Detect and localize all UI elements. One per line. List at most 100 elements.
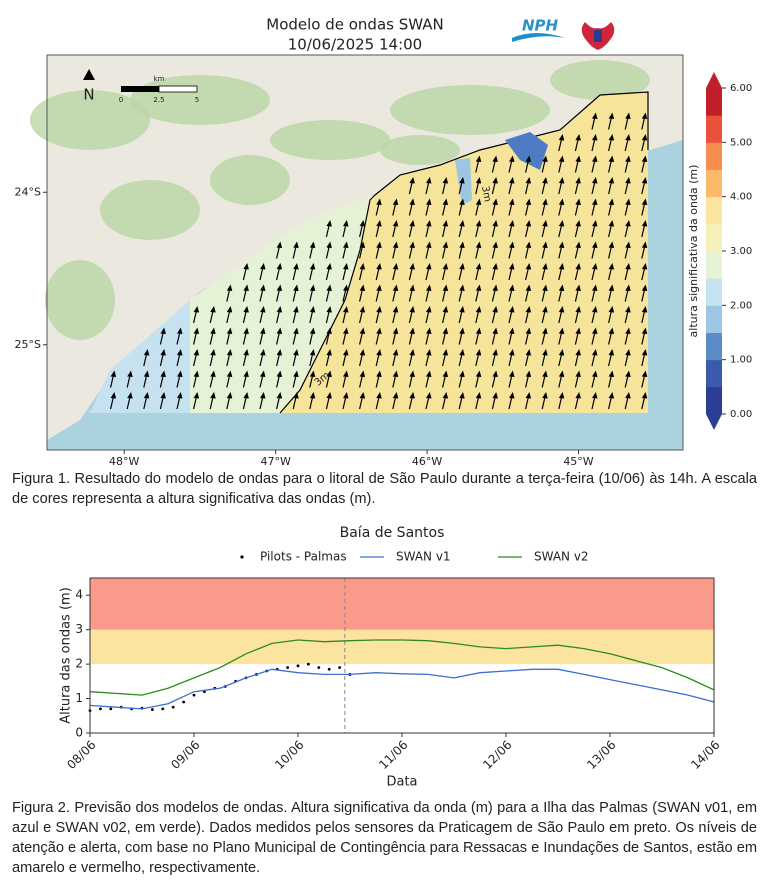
wave-arrow-head [492, 327, 498, 334]
wave-arrow-head [376, 370, 382, 377]
legend-label: SWAN v2 [534, 550, 589, 564]
wave-arrow-head [210, 306, 216, 313]
wave-arrow-head [525, 284, 532, 291]
wave-arrow-head [542, 306, 548, 313]
logo-wave [512, 33, 565, 42]
forest [210, 155, 290, 205]
wave-arrow-head [525, 177, 532, 184]
x-tick-label: 13/06 [584, 738, 618, 772]
scale-unit: km [154, 75, 165, 83]
map-frame [46, 54, 684, 451]
scale-label: 0 [119, 96, 123, 104]
colorbar-tick-label: 6.00 [730, 83, 752, 94]
wave-arrow-head [143, 370, 150, 377]
wave-arrow-head [442, 284, 449, 291]
wave-arrow-head [641, 392, 648, 399]
wave-arrow-head [459, 220, 465, 227]
wave-arrow-head [608, 198, 615, 205]
wave-arrow-head [492, 241, 498, 248]
wave-arrow-head [160, 327, 166, 334]
wave-arrow-head [492, 392, 498, 399]
wave-arrow-head [575, 198, 581, 205]
wave-arrow-head [641, 198, 648, 205]
wave-arrow-head [426, 349, 432, 356]
wave-arrow-head [193, 306, 200, 313]
wave-arrow-head [243, 327, 249, 334]
legend-label: SWAN v1 [396, 550, 451, 564]
wave-arrow-head [210, 370, 216, 377]
lon-label: 45°W [563, 455, 593, 468]
wave-arrow-head [558, 177, 565, 184]
wave-arrow-head [542, 263, 548, 270]
wave-arrow-head [260, 263, 266, 270]
colorbar-segment [706, 278, 722, 306]
wave-arrow-head [608, 327, 615, 334]
forest [390, 85, 550, 135]
wave-arrow-head [641, 155, 648, 162]
wave-arrow-head [409, 220, 415, 227]
series-line [89, 639, 715, 696]
wave-arrow-head [575, 370, 581, 377]
wave-arrow-head [575, 177, 581, 184]
wave-arrow-head [492, 349, 498, 356]
wave-arrow-head [641, 241, 648, 248]
wave-arrow-head [442, 392, 449, 399]
wave-arrow-head [309, 306, 316, 313]
observation [182, 700, 186, 704]
wave-arrow-head [326, 284, 332, 291]
wave-arrow-head [525, 241, 532, 248]
wave-arrow-head [459, 241, 465, 248]
chart-title: Baía de Santos [340, 525, 445, 541]
wave-arrow-head [492, 198, 498, 205]
wave-arrow-head [542, 392, 548, 399]
logo-text: NPH [522, 17, 559, 35]
scale-label: 2.5 [153, 96, 164, 104]
wave-arrow-head [442, 177, 449, 184]
colorbar-tick-label: 3.00 [730, 246, 752, 257]
wave-arrow-head [343, 327, 349, 334]
colorbar-tick-label: 1.00 [730, 355, 752, 366]
wave-arrow-head [558, 392, 565, 399]
threshold-band [90, 578, 714, 630]
wave-arrow-head [359, 327, 366, 334]
colorbar-label: altura significativa da onda (m) [687, 165, 700, 338]
forest [380, 135, 460, 165]
wave-arrow-head [260, 284, 266, 291]
wave-arrow-head [592, 198, 598, 205]
wave-arrow-head [558, 155, 565, 162]
wave-arrow-head [226, 349, 233, 356]
wave-arrow-head [309, 392, 316, 399]
wave-arrow-head [608, 306, 615, 313]
wave-arrow-head [276, 263, 283, 270]
wave-arrow-head [509, 349, 515, 356]
colorbar-segment [706, 142, 722, 170]
wave-arrow-head [127, 392, 133, 399]
wave-arrow-head [326, 370, 332, 377]
colorbar-segment [706, 115, 722, 143]
wave-arrow-head [492, 263, 498, 270]
wave-arrow-head [426, 392, 432, 399]
wave-arrow-head [558, 134, 565, 141]
wave-arrow-head [625, 112, 631, 119]
wave-arrow-head [359, 241, 366, 248]
wave-arrow-head [226, 370, 233, 377]
wave-arrow-head [293, 263, 299, 270]
wave-arrow-head [459, 263, 465, 270]
y-tick-label: 2 [75, 657, 83, 671]
wave-arrow-head [276, 306, 283, 313]
wave-arrow-head [542, 198, 548, 205]
wave-arrow-head [525, 349, 532, 356]
scale-bar-dark [121, 86, 159, 92]
wave-arrow-head [542, 177, 548, 184]
wave-arrow-head [293, 349, 299, 356]
wave-arrow-head [442, 241, 449, 248]
wave-arrow-head [459, 177, 465, 184]
logos: NPH [512, 17, 615, 50]
wave-arrow-head [509, 306, 515, 313]
wave-arrow-head [459, 198, 465, 205]
colorbar-tick-label: 2.00 [730, 300, 752, 311]
wave-arrow-head [641, 263, 648, 270]
wave-arrow-head [525, 155, 532, 162]
wave-arrow-head [392, 198, 399, 205]
wave-arrow-head [409, 306, 415, 313]
